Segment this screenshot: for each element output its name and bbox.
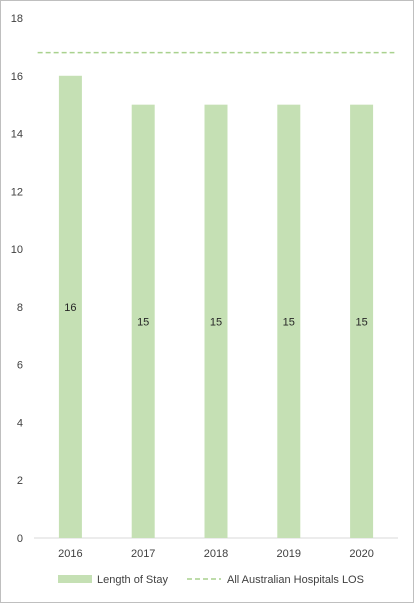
y-tick-label: 0 [17, 533, 23, 545]
x-axis: 2016 2017 2018 2019 2020 [34, 537, 398, 560]
legend-swatch-length-of-stay [58, 575, 92, 583]
bar-data-label: 15 [283, 316, 295, 328]
y-tick-label: 4 [17, 417, 23, 429]
y-tick-label: 10 [11, 244, 23, 256]
y-tick-label: 2 [17, 475, 23, 487]
x-tick-label: 2016 [58, 548, 82, 560]
bar [58, 75, 82, 539]
bar [277, 104, 301, 539]
bar-data-label: 15 [210, 316, 222, 328]
legend: Length of Stay All Australian Hospitals … [58, 574, 364, 586]
bar-series [58, 75, 374, 539]
bar-data-label: 15 [355, 316, 367, 328]
y-tick-label: 6 [17, 360, 23, 372]
x-tick-label: 2020 [349, 548, 373, 560]
x-tick-label: 2018 [204, 548, 228, 560]
x-tick-label: 2017 [131, 548, 155, 560]
legend-label-all-australian-hospitals-los: All Australian Hospitals LOS [227, 574, 364, 586]
x-tick-label: 2019 [277, 548, 301, 560]
y-axis: 0 2 4 6 8 10 12 14 16 18 [11, 13, 23, 545]
y-tick-label: 18 [11, 13, 23, 25]
y-tick-label: 12 [11, 186, 23, 198]
y-tick-label: 14 [11, 129, 23, 141]
y-tick-label: 8 [17, 302, 23, 314]
legend-label-length-of-stay: Length of Stay [97, 574, 168, 586]
bar [204, 104, 228, 539]
data-labels: 16 15 15 15 15 [64, 302, 367, 328]
bar-data-label: 15 [137, 316, 149, 328]
bar-data-label: 16 [64, 302, 76, 314]
bar [350, 104, 374, 539]
bar [131, 104, 155, 539]
y-tick-label: 16 [11, 71, 23, 83]
